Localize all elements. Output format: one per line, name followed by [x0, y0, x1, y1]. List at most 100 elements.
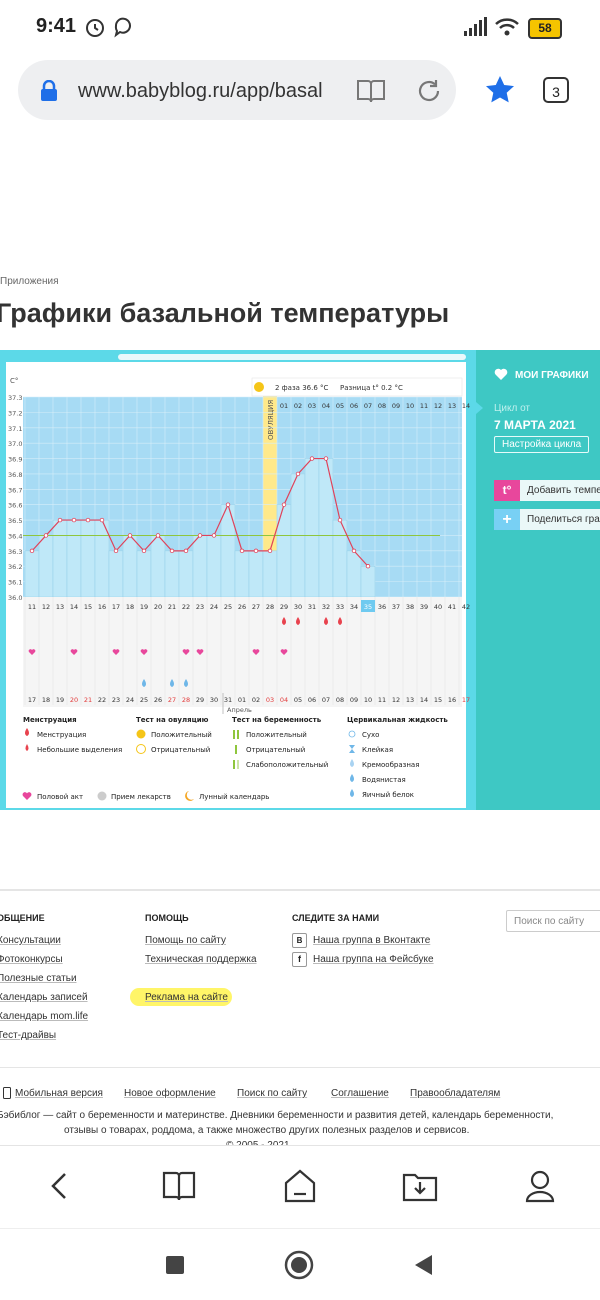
y-tick-label: 37.3 — [8, 394, 22, 402]
status-bar: 9:41 58 — [0, 0, 600, 56]
temperature-bar — [178, 550, 194, 598]
footer-link[interactable]: Наша группа в Вконтакте — [313, 935, 431, 946]
cycle-day-label: 22 — [182, 603, 190, 611]
footer-divider — [0, 889, 600, 891]
temperature-point — [85, 517, 91, 523]
footer-link[interactable]: Тест-драйвы — [0, 1030, 57, 1041]
cycle-settings-button[interactable]: Настройка цикла — [494, 436, 590, 453]
footer-bottom-link[interactable]: Соглашение — [331, 1088, 389, 1099]
date-label: 24 — [126, 696, 134, 704]
footer-link[interactable]: Полезные статьи — [0, 973, 77, 984]
temperature-point — [239, 548, 245, 554]
spotting-drop-icon — [324, 617, 328, 625]
date-label: 03 — [266, 696, 274, 704]
cycle-day-label: 25 — [224, 603, 232, 611]
back-triangle-icon[interactable] — [412, 1253, 434, 1277]
clock: 9:41 — [36, 15, 77, 37]
cycle-day-label: 28 — [266, 603, 274, 611]
wifi-icon — [495, 18, 519, 36]
reader-mode-icon[interactable] — [356, 78, 386, 104]
thermometer-icon: t° — [494, 480, 520, 501]
ovulation-negative-icon — [136, 744, 146, 754]
footer-bottom-link[interactable]: Мобильная версия — [15, 1088, 103, 1099]
cycle-day-label: 17 — [112, 603, 120, 611]
footer-link[interactable]: Консультации — [0, 935, 61, 946]
footer-bottom-link[interactable]: Правообладателям — [410, 1088, 501, 1099]
chart-scrollbar[interactable] — [118, 354, 466, 360]
add-temperature-button[interactable]: t° Добавить темпе — [494, 480, 600, 501]
temperature-point — [253, 548, 259, 554]
footer-bottom-link[interactable]: Поиск по сайту — [237, 1088, 308, 1099]
temperature-point — [295, 471, 301, 477]
share-chart-label: Поделиться граф — [527, 514, 600, 525]
watery-icon — [350, 774, 354, 782]
legend-item: Слабоположительный — [246, 761, 328, 769]
legend-title: Тест на овуляцию — [136, 716, 209, 724]
search-input[interactable]: Поиск по сайту — [506, 910, 600, 932]
footer-link[interactable]: Помощь по сайту — [145, 935, 226, 946]
temperature-point — [323, 456, 329, 461]
bookmark-star-icon[interactable] — [484, 74, 516, 106]
footer-link[interactable]: Фотоконкурсы — [0, 954, 63, 965]
date-label: 23 — [112, 696, 120, 704]
highlight-marker — [130, 988, 232, 1006]
my-charts-link[interactable]: МОИ ГРАФИКИ — [515, 370, 589, 381]
recents-square-icon[interactable] — [166, 1256, 184, 1274]
pregnancy-test-icon — [233, 760, 235, 769]
month-label: Апрель — [227, 706, 252, 714]
intercourse-heart-icon — [182, 649, 190, 655]
temperature-bar — [220, 504, 236, 598]
pregnancy-test-icon — [237, 760, 239, 769]
temperature-point — [183, 548, 189, 554]
tabs-button[interactable]: 3 — [543, 77, 569, 103]
y-tick-label: 36.5 — [8, 517, 22, 525]
back-arrow-icon[interactable] — [46, 1170, 74, 1202]
footer-link[interactable]: Техническая поддержка — [145, 954, 257, 965]
profile-icon[interactable] — [524, 1168, 556, 1204]
temperature-bar — [150, 535, 166, 598]
url-text[interactable]: www.babyblog.ru/app/basal — [78, 80, 323, 102]
reload-icon[interactable] — [416, 78, 442, 104]
legend-item: Яичный белок — [362, 791, 414, 799]
y-unit-label: C° — [10, 377, 18, 385]
legend-item: Положительный — [151, 731, 212, 739]
footer-description: Бэбиблог — сайт о беременности и материн… — [0, 1110, 554, 1121]
pregnancy-test-icon — [235, 745, 237, 754]
footer-link[interactable]: Календарь записей — [0, 992, 88, 1003]
breadcrumb[interactable]: Приложения — [0, 276, 59, 287]
temperature-bar — [80, 519, 96, 598]
phase-day-label: 09 — [392, 402, 400, 410]
home-icon[interactable] — [283, 1168, 317, 1204]
phase-day-label: 02 — [294, 402, 302, 410]
signal-icon — [464, 17, 487, 36]
footer-link[interactable]: Календарь mom.life — [0, 1011, 89, 1022]
temperature-point — [281, 502, 287, 507]
cycle-day-label: 34 — [350, 603, 358, 611]
share-chart-button[interactable]: + Поделиться граф — [494, 509, 600, 530]
viber-icon — [114, 17, 131, 38]
date-label: 06 — [308, 696, 316, 704]
legend-title: Менструация — [23, 716, 77, 724]
phase-day-label: 04 — [322, 402, 330, 410]
footer-link[interactable]: Реклама на сайте — [145, 992, 228, 1003]
temperature-bar — [164, 550, 180, 598]
cycle-day-label: 20 — [154, 603, 162, 611]
downloads-icon[interactable] — [402, 1170, 438, 1202]
footer-link[interactable]: Наша группа на Фейсбуке — [313, 954, 434, 965]
temperature-point — [225, 502, 231, 507]
facebook-icon: f — [292, 952, 307, 967]
temperature-bar — [136, 550, 152, 598]
cycle-day-label: 15 — [84, 603, 92, 611]
bookmarks-icon[interactable] — [162, 1170, 196, 1202]
date-label: 25 — [140, 696, 148, 704]
y-tick-label: 37.2 — [8, 409, 22, 417]
ovulation-label: ОВУЛЯЦИЯ — [267, 400, 275, 440]
temperature-point — [211, 533, 217, 538]
home-circle-icon[interactable] — [284, 1250, 314, 1280]
cycle-day-label: 13 — [56, 603, 64, 611]
y-tick-label: 36.2 — [8, 563, 22, 571]
legend-item: Положительный — [246, 731, 307, 739]
temperature-bar — [192, 535, 208, 598]
cervical-drop-icon — [142, 679, 146, 687]
footer-bottom-link[interactable]: Новое оформление — [124, 1088, 216, 1099]
